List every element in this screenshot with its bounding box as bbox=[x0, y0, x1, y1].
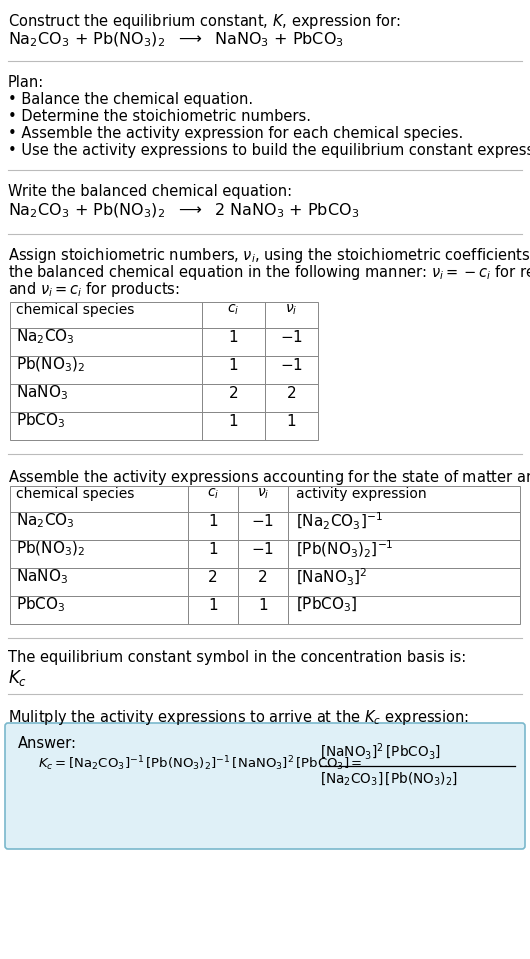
FancyBboxPatch shape bbox=[5, 723, 525, 849]
Bar bbox=[10, 302, 202, 328]
Text: $\nu_i$: $\nu_i$ bbox=[257, 487, 269, 502]
Text: chemical species: chemical species bbox=[16, 303, 135, 317]
Text: $c_i$: $c_i$ bbox=[207, 487, 219, 502]
Text: $-1$: $-1$ bbox=[252, 513, 275, 529]
Bar bbox=[10, 596, 188, 624]
Text: $\mathrm{PbCO_3}$: $\mathrm{PbCO_3}$ bbox=[16, 411, 66, 431]
Text: $\mathrm{PbCO_3}$: $\mathrm{PbCO_3}$ bbox=[16, 596, 66, 615]
Text: 1: 1 bbox=[287, 413, 296, 429]
Text: • Use the activity expressions to build the equilibrium constant expression.: • Use the activity expressions to build … bbox=[8, 143, 530, 158]
Text: Plan:: Plan: bbox=[8, 75, 44, 90]
Text: and $\nu_i = c_i$ for products:: and $\nu_i = c_i$ for products: bbox=[8, 280, 180, 299]
Text: $\mathrm{Na_2CO_3}$ + $\mathrm{Pb(NO_3)_2}$  $\longrightarrow$  2 $\mathrm{NaNO_: $\mathrm{Na_2CO_3}$ + $\mathrm{Pb(NO_3)_… bbox=[8, 202, 359, 221]
Bar bbox=[288, 486, 520, 512]
Text: Assemble the activity expressions accounting for the state of matter and $\nu_i$: Assemble the activity expressions accoun… bbox=[8, 468, 530, 487]
Bar bbox=[10, 384, 202, 412]
Text: $\mathrm{Na_2CO_3}$: $\mathrm{Na_2CO_3}$ bbox=[16, 512, 75, 530]
Text: $K_c$: $K_c$ bbox=[8, 668, 27, 688]
Bar bbox=[202, 412, 265, 440]
Text: $[\mathrm{Na_2CO_3}]\,[\mathrm{Pb(NO_3)_2}]$: $[\mathrm{Na_2CO_3}]\,[\mathrm{Pb(NO_3)_… bbox=[320, 770, 458, 786]
Bar bbox=[265, 328, 318, 356]
Text: 2: 2 bbox=[258, 570, 268, 584]
Text: 1: 1 bbox=[258, 597, 268, 613]
Bar bbox=[238, 540, 288, 568]
Bar bbox=[202, 328, 265, 356]
Text: $\mathrm{NaNO_3}$: $\mathrm{NaNO_3}$ bbox=[16, 568, 68, 586]
Text: 1: 1 bbox=[208, 597, 218, 613]
Text: activity expression: activity expression bbox=[296, 487, 427, 501]
Text: the balanced chemical equation in the following manner: $\nu_i = -c_i$ for react: the balanced chemical equation in the fo… bbox=[8, 263, 530, 282]
Bar bbox=[188, 540, 238, 568]
Text: $-1$: $-1$ bbox=[280, 357, 303, 373]
Bar bbox=[238, 486, 288, 512]
Text: Answer:: Answer: bbox=[18, 736, 77, 751]
Bar bbox=[265, 384, 318, 412]
Bar bbox=[10, 356, 202, 384]
Text: $K_c = [\mathrm{Na_2CO_3}]^{-1}\,[\mathrm{Pb(NO_3)_2}]^{-1}\,[\mathrm{NaNO_3}]^2: $K_c = [\mathrm{Na_2CO_3}]^{-1}\,[\mathr… bbox=[38, 755, 363, 773]
Bar bbox=[10, 328, 202, 356]
Text: $\mathrm{Pb(NO_3)_2}$: $\mathrm{Pb(NO_3)_2}$ bbox=[16, 540, 85, 558]
Bar bbox=[202, 384, 265, 412]
Text: 1: 1 bbox=[208, 542, 218, 556]
Text: $-1$: $-1$ bbox=[252, 541, 275, 557]
Text: $\mathrm{Na_2CO_3}$ + $\mathrm{Pb(NO_3)_2}$  $\longrightarrow$  $\mathrm{NaNO_3}: $\mathrm{Na_2CO_3}$ + $\mathrm{Pb(NO_3)_… bbox=[8, 31, 344, 50]
Text: 2: 2 bbox=[287, 386, 296, 401]
Text: $-1$: $-1$ bbox=[280, 329, 303, 345]
Text: chemical species: chemical species bbox=[16, 487, 135, 501]
Text: $\nu_i$: $\nu_i$ bbox=[285, 303, 298, 317]
Text: • Assemble the activity expression for each chemical species.: • Assemble the activity expression for e… bbox=[8, 126, 463, 141]
Bar bbox=[10, 412, 202, 440]
Text: $[\mathrm{NaNO_3}]^2\,[\mathrm{PbCO_3}]$: $[\mathrm{NaNO_3}]^2\,[\mathrm{PbCO_3}]$ bbox=[320, 742, 441, 762]
Text: Construct the equilibrium constant, $K$, expression for:: Construct the equilibrium constant, $K$,… bbox=[8, 12, 401, 31]
Bar bbox=[238, 596, 288, 624]
Text: 1: 1 bbox=[208, 513, 218, 528]
Bar bbox=[265, 302, 318, 328]
Bar bbox=[288, 540, 520, 568]
Bar bbox=[202, 302, 265, 328]
Text: $\mathrm{Pb(NO_3)_2}$: $\mathrm{Pb(NO_3)_2}$ bbox=[16, 356, 85, 374]
Text: Assign stoichiometric numbers, $\nu_i$, using the stoichiometric coefficients, $: Assign stoichiometric numbers, $\nu_i$, … bbox=[8, 246, 530, 265]
Text: Write the balanced chemical equation:: Write the balanced chemical equation: bbox=[8, 184, 292, 199]
Bar bbox=[265, 356, 318, 384]
Text: Mulitply the activity expressions to arrive at the $K_c$ expression:: Mulitply the activity expressions to arr… bbox=[8, 708, 469, 727]
Bar bbox=[288, 568, 520, 596]
Bar bbox=[288, 512, 520, 540]
Text: 2: 2 bbox=[208, 570, 218, 584]
Text: $\mathrm{NaNO_3}$: $\mathrm{NaNO_3}$ bbox=[16, 384, 68, 403]
Bar bbox=[10, 540, 188, 568]
Bar bbox=[288, 596, 520, 624]
Bar bbox=[238, 568, 288, 596]
Text: 2: 2 bbox=[228, 386, 239, 401]
Bar bbox=[238, 512, 288, 540]
Bar bbox=[188, 486, 238, 512]
Text: 1: 1 bbox=[228, 413, 239, 429]
Bar bbox=[202, 356, 265, 384]
Text: 1: 1 bbox=[228, 358, 239, 372]
Text: $[\mathrm{PbCO_3}]$: $[\mathrm{PbCO_3}]$ bbox=[296, 596, 358, 614]
Text: $[\mathrm{Pb(NO_3)_2}]^{-1}$: $[\mathrm{Pb(NO_3)_2}]^{-1}$ bbox=[296, 538, 394, 559]
Bar bbox=[188, 512, 238, 540]
Bar bbox=[188, 568, 238, 596]
Bar bbox=[10, 568, 188, 596]
Text: $[\mathrm{NaNO_3}]^2$: $[\mathrm{NaNO_3}]^2$ bbox=[296, 567, 367, 588]
Text: $c_i$: $c_i$ bbox=[227, 303, 240, 317]
Text: • Determine the stoichiometric numbers.: • Determine the stoichiometric numbers. bbox=[8, 109, 311, 124]
Text: $[\mathrm{Na_2CO_3}]^{-1}$: $[\mathrm{Na_2CO_3}]^{-1}$ bbox=[296, 510, 383, 531]
Text: 1: 1 bbox=[228, 330, 239, 344]
Text: $\mathrm{Na_2CO_3}$: $\mathrm{Na_2CO_3}$ bbox=[16, 328, 75, 346]
Text: The equilibrium constant symbol in the concentration basis is:: The equilibrium constant symbol in the c… bbox=[8, 650, 466, 665]
Bar bbox=[10, 512, 188, 540]
Bar bbox=[265, 412, 318, 440]
Bar bbox=[10, 486, 188, 512]
Bar bbox=[188, 596, 238, 624]
Text: • Balance the chemical equation.: • Balance the chemical equation. bbox=[8, 92, 253, 107]
